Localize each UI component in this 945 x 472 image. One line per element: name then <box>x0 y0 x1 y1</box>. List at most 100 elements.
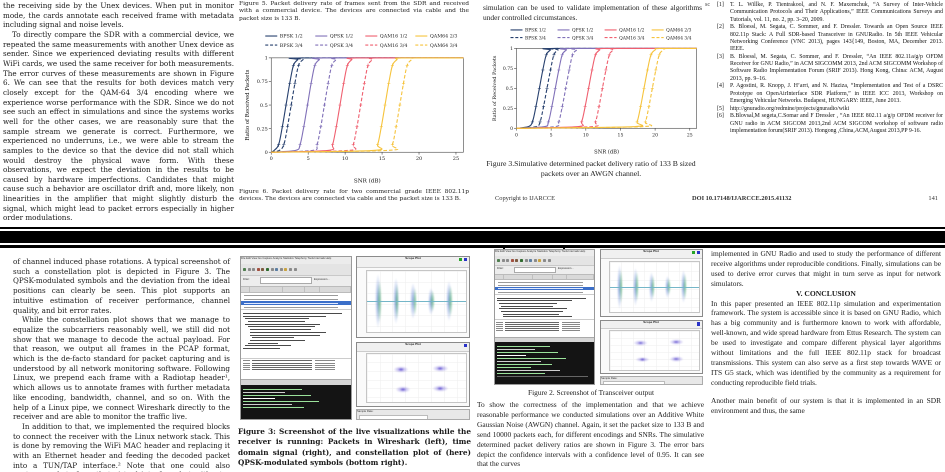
wireshark-menubar: File Edit View Go Capture Analyze Statis… <box>495 250 595 257</box>
toolbar-icon <box>547 258 551 262</box>
packet-row-text <box>497 281 584 283</box>
detail-line <box>496 300 573 302</box>
y-tick-label: 1 <box>510 46 513 52</box>
constellation-cluster-core <box>673 357 679 360</box>
terminal-text-line <box>243 406 305 408</box>
scope-title: Scope Plot <box>405 257 421 260</box>
legend-label: QAM16 3/4 <box>619 36 645 41</box>
scope-pane: Scope Plot Scope Plot Sample Rate: <box>356 256 470 420</box>
sample-rate-label: Sample Rate: <box>357 410 374 414</box>
x-tick-label: 20 <box>652 132 658 138</box>
terminal-text-line <box>497 357 566 359</box>
detail-line <box>243 313 342 315</box>
constellation-cluster-core <box>400 387 406 391</box>
hex-ascii <box>314 360 335 362</box>
expression-button: Expression... <box>313 277 330 281</box>
bottom-left-text-column: of channel induced phase rotations. A ty… <box>13 257 230 472</box>
paragraph: of channel induced phase rotations. A ty… <box>13 257 230 315</box>
legend-label: QAM64 3/4 <box>430 43 458 49</box>
detail-line <box>498 308 567 310</box>
hex-dump-pane <box>495 319 595 338</box>
terminal-text-line <box>497 348 536 350</box>
figure5-caption: Figure 5. Packet delivery rate of frames… <box>239 1 469 22</box>
hex-bytes <box>252 362 312 364</box>
packet-list-column <box>320 286 351 293</box>
packet-row-text <box>244 298 339 300</box>
x-tick-label: 15 <box>618 132 624 138</box>
hex-offset <box>496 329 504 331</box>
packet-row-selected <box>241 301 351 306</box>
packet-row-text <box>497 291 584 293</box>
conclusion-column: implemented in GNU Radio and used to stu… <box>711 249 941 416</box>
hex-row <box>241 360 351 362</box>
x-tick-label: 15 <box>379 156 385 162</box>
legend-label: QAM64 2/3 <box>430 34 458 40</box>
scope-legend-chip <box>696 322 700 326</box>
hex-ascii <box>562 325 580 327</box>
detail-line <box>496 297 587 299</box>
toolbar-icon <box>538 258 542 262</box>
paragraph: implemented in GNU Radio and used to stu… <box>711 249 941 288</box>
zero-line <box>367 301 466 302</box>
packet-row <box>495 283 595 288</box>
hex-ascii <box>314 368 335 370</box>
hex-bytes <box>505 325 560 327</box>
terminal-window <box>495 342 595 384</box>
detail-line <box>502 316 573 318</box>
hex-bytes <box>505 321 560 323</box>
toolbar-icon <box>293 268 297 272</box>
filter-label: Filter: <box>243 277 250 281</box>
hex-ascii <box>562 329 580 331</box>
figure3-chart-caption: Figure 3.Simulative determined packet de… <box>486 159 696 178</box>
reference-number: [3] <box>717 53 724 60</box>
toolbar-icon <box>243 268 246 272</box>
paragraph: the receiving side by the Unex devices. … <box>3 1 234 30</box>
signal-burst-green <box>618 268 623 305</box>
toolbar-icon <box>247 268 251 272</box>
legend-label: QAM64 2/3 <box>666 29 692 34</box>
y-tick-label: 1 <box>265 56 268 62</box>
scope-title: Scope Plot <box>643 250 660 253</box>
scope-canvas <box>608 260 700 313</box>
filter-label: Filter: <box>497 266 504 270</box>
references-list: [1] T. L. Willke, P. Tientrakool, and N. … <box>717 2 943 136</box>
footer-copyright: Copyright to IJARCCE <box>495 195 556 202</box>
wireshark-window: File Edit View Go Capture Analyze Statis… <box>240 256 352 420</box>
toolbar-icon <box>529 258 533 262</box>
reference-item: [5] http://gnuradio.org/redmine/projects/… <box>717 106 943 113</box>
detail-line <box>500 305 553 307</box>
scope-legend-chip <box>463 258 467 262</box>
packet-list-column <box>305 286 321 293</box>
hex-row <box>241 362 351 364</box>
x-axis-label: SNR (dB) <box>354 178 381 185</box>
toolbar-icon <box>265 268 269 272</box>
y-tick-label: 0.5 <box>506 86 513 92</box>
series-line-QPSK-3-4 <box>271 57 464 153</box>
reference-number: [4] <box>717 83 724 90</box>
packet-list-column <box>495 274 504 280</box>
packet-details-pane <box>241 309 351 358</box>
legend-label: QAM64 3/4 <box>666 36 692 41</box>
hex-bytes <box>505 329 560 331</box>
packet-row-text <box>244 302 339 304</box>
toolbar-icon <box>506 258 510 262</box>
paragraph: To directly compare the SDR with a comme… <box>3 29 234 223</box>
legend-label: QPSK 1/2 <box>572 29 594 34</box>
toolbar-icon <box>279 268 283 272</box>
hex-row <box>241 368 351 370</box>
packet-row-text <box>244 294 339 296</box>
terminal-text-line <box>497 351 559 353</box>
terminal-text-line <box>243 400 319 402</box>
series-line-QAM16-1-2 <box>271 57 464 153</box>
signal-burst-green <box>667 277 672 296</box>
y-tick-label: 0.25 <box>503 106 513 112</box>
series-line-QAM16-1-2 <box>516 47 697 129</box>
terminal-text-line <box>497 369 560 371</box>
series-line-BPSK-3-4 <box>516 47 697 129</box>
packet-row-selected <box>495 287 595 291</box>
constellation-cluster-core <box>437 366 444 370</box>
scope-legend-chip <box>696 251 700 255</box>
x-tick-label: 10 <box>342 156 348 162</box>
y-tick-label: 0 <box>510 126 513 132</box>
reference-item: [3] B. Bloessl, M. Segata, C. Sommer, and… <box>717 54 943 83</box>
